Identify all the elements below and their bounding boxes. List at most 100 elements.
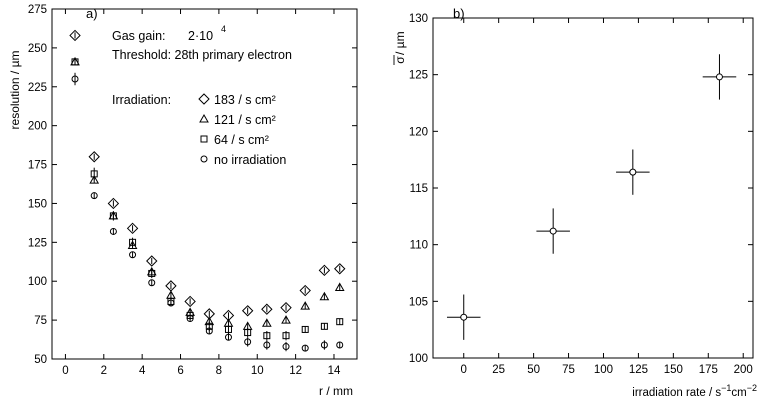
data-point — [224, 325, 232, 333]
data-point — [715, 73, 723, 81]
data-point — [281, 315, 291, 324]
legend-label-diamond: 183 / s cm² — [214, 93, 276, 107]
panel-a-ytick-label: 175 — [28, 160, 47, 172]
series-diamond — [69, 29, 346, 322]
panel-b-xtick-label: 175 — [699, 364, 718, 376]
data-point — [282, 343, 290, 351]
legend-label-circle: no irradiation — [214, 153, 286, 167]
panel-a-ytick-label: 275 — [28, 4, 47, 16]
gas-gain-exponent: 4 — [221, 24, 226, 34]
data-point — [184, 295, 196, 308]
data-point — [205, 327, 213, 335]
data-point — [299, 284, 311, 297]
panel-a-xtick-label: 12 — [289, 365, 302, 377]
data-point — [148, 269, 156, 277]
panel-a-resolution-vs-radius: a) resolution / µm r / mm Gas gain: 2·10… — [8, 4, 358, 398]
data-point — [71, 75, 79, 83]
panel-b-xtick-label: 25 — [492, 364, 505, 376]
panel-a-ytick-label: 150 — [28, 198, 47, 210]
panel-a-ytick-label: 50 — [34, 354, 47, 366]
series-circle — [71, 72, 344, 352]
panel-b-xtick-label: 200 — [734, 364, 753, 376]
series-sigma — [446, 54, 737, 340]
data-point — [549, 227, 557, 235]
legend-marker-square — [200, 135, 208, 143]
data-point — [244, 338, 252, 346]
data-point — [167, 299, 175, 307]
panel-a-ytick-label: 75 — [34, 315, 47, 327]
data-point — [300, 301, 311, 310]
data-point — [241, 305, 254, 317]
panel-b-xtick-label: 0 — [461, 364, 467, 376]
data-point — [88, 151, 100, 163]
panel-a-xtick-label: 4 — [139, 365, 146, 377]
data-point — [320, 341, 328, 349]
data-point — [336, 318, 344, 326]
threshold-label: Threshold: 28th primary electron — [112, 48, 292, 62]
irradiation-label: Irradiation: — [112, 93, 171, 107]
data-point — [261, 318, 272, 327]
data-point — [69, 29, 81, 42]
data-point — [129, 238, 137, 246]
data-point — [263, 341, 271, 349]
legend-marker-diamond — [198, 93, 210, 105]
panel-b-label: b) — [453, 6, 465, 21]
gas-gain-label: Gas gain: — [112, 29, 166, 43]
data-point — [129, 251, 137, 259]
panel-b-frame — [432, 17, 754, 359]
legend-label-square: 64 / s cm² — [214, 133, 269, 147]
data-point — [334, 282, 345, 291]
panel-b-ytick-label: 110 — [410, 240, 428, 252]
panel-b-sigma-vs-rate: b) σ / µm irradiation rate / s−1cm−2 0 25… — [393, 6, 757, 399]
panel-a-ytick-label: 225 — [28, 82, 47, 94]
data-point — [301, 344, 309, 352]
data-point — [336, 341, 344, 349]
data-point — [71, 58, 79, 66]
data-point — [224, 333, 232, 341]
panel-b-ylabel-sigma: σ — [393, 56, 407, 64]
panel-a-xtick-label: 10 — [251, 365, 264, 377]
gas-gain-value: 2·10 — [188, 29, 213, 43]
data-point — [109, 212, 117, 220]
panel-a-xlabel: r / mm — [319, 384, 353, 398]
panel-b-xlabel: irradiation rate / s−1cm−2 — [632, 383, 757, 399]
data-point — [334, 263, 346, 275]
panel-a-frame — [51, 8, 358, 360]
panel-b-ytick-label: 115 — [410, 183, 428, 195]
panel-b-ylabel: σ / µm — [393, 31, 407, 65]
data-point — [146, 255, 158, 267]
data-point — [126, 222, 139, 235]
data-point — [320, 322, 328, 330]
panel-a-xtick-label: 6 — [177, 365, 183, 377]
panel-b-ylabel-unit: / µm — [393, 31, 407, 55]
panel-a-ytick-label: 100 — [28, 276, 47, 288]
data-point — [629, 168, 637, 176]
panel-b-ytick-label: 105 — [409, 296, 428, 308]
data-point — [319, 291, 330, 301]
panel-b-ytick-label: 130 — [409, 13, 428, 25]
panel-b-xtick-label: 125 — [629, 364, 648, 376]
data-point — [280, 301, 292, 314]
data-point — [301, 325, 309, 333]
panel-a-xtick-label: 2 — [101, 365, 107, 377]
panel-a-xtick-label: 0 — [62, 365, 68, 377]
data-point — [282, 332, 290, 340]
panel-b-ytick-label: 125 — [409, 70, 428, 82]
panel-a-xtick-label: 14 — [328, 365, 341, 377]
panel-b-ytick-label: 120 — [409, 126, 428, 138]
panel-a-ytick-label: 250 — [28, 43, 47, 55]
data-point — [90, 192, 98, 200]
data-point — [89, 175, 100, 184]
panel-a-ytick-label: 125 — [28, 237, 47, 249]
data-point — [244, 329, 252, 337]
panel-a-ytick-label: 200 — [28, 121, 47, 133]
panel-a-label: a) — [86, 6, 98, 21]
panel-b-xtick-label: 75 — [562, 364, 575, 376]
xlabel-exp2: −2 — [747, 383, 757, 393]
panel-b-xtick-label: 50 — [527, 364, 540, 376]
data-point — [148, 279, 156, 287]
panel-b-ytick-label: 100 — [409, 353, 428, 365]
data-point — [107, 197, 120, 210]
xlabel-base: irradiation rate / s — [632, 387, 721, 399]
